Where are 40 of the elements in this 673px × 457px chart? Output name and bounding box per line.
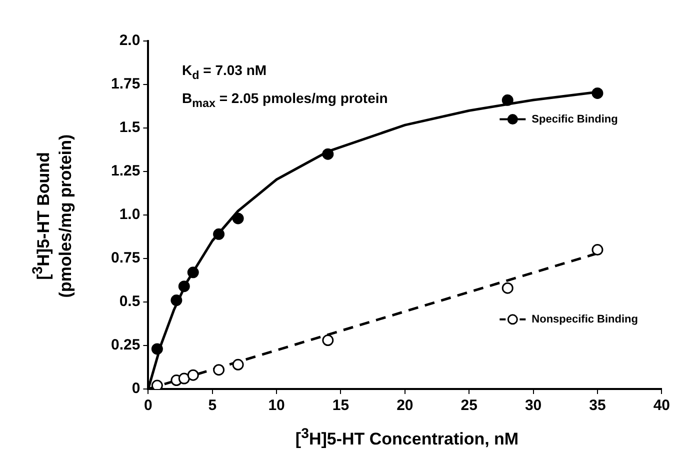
point <box>178 280 190 292</box>
x-tick-label: 20 <box>396 397 414 414</box>
y-tick-label: 1.75 <box>110 76 140 93</box>
x-tick-label: 15 <box>332 397 350 414</box>
point <box>178 372 190 384</box>
point <box>232 212 244 224</box>
point <box>322 334 334 346</box>
point <box>592 87 604 99</box>
point <box>213 364 225 376</box>
legend-label: Nonspecific Binding <box>532 313 638 326</box>
point <box>170 294 182 306</box>
point <box>592 244 604 256</box>
point <box>502 94 514 106</box>
x-tick-label: 40 <box>653 397 670 414</box>
point <box>322 148 334 160</box>
point <box>213 228 225 240</box>
x-tick-label: 10 <box>268 397 285 414</box>
x-tick-label: 35 <box>589 397 606 414</box>
point <box>187 266 199 278</box>
y-tick-label: 1.25 <box>110 162 140 180</box>
y-tick-label: 0.75 <box>110 250 140 267</box>
annotation: B$_{max}$ = 2.05 pmoles/mg protein <box>182 90 388 110</box>
y-tick-label: 0.25 <box>110 336 140 354</box>
y-tick-label: 2.0 <box>119 32 140 50</box>
point <box>187 369 199 381</box>
y-tick-label: 1.0 <box>119 206 140 224</box>
x-axis-title: [$^{3}$H]5-HT Concentration, nM <box>294 426 520 450</box>
x-tick-label: 30 <box>524 397 542 414</box>
y-tick-label: 0.5 <box>119 293 140 310</box>
point <box>151 343 163 355</box>
x-tick-label: 5 <box>208 397 217 414</box>
point <box>502 282 514 294</box>
annotation: K$_{d}$ = 7.03 nM <box>182 62 267 82</box>
y-tick-label: 0 <box>132 380 140 398</box>
point <box>232 358 244 370</box>
point <box>151 380 163 389</box>
legend-label: Specific Binding <box>532 113 618 126</box>
y-tick-label: 1.5 <box>119 119 140 136</box>
x-tick-label: 0 <box>144 397 152 414</box>
x-tick-label: 25 <box>460 397 478 414</box>
